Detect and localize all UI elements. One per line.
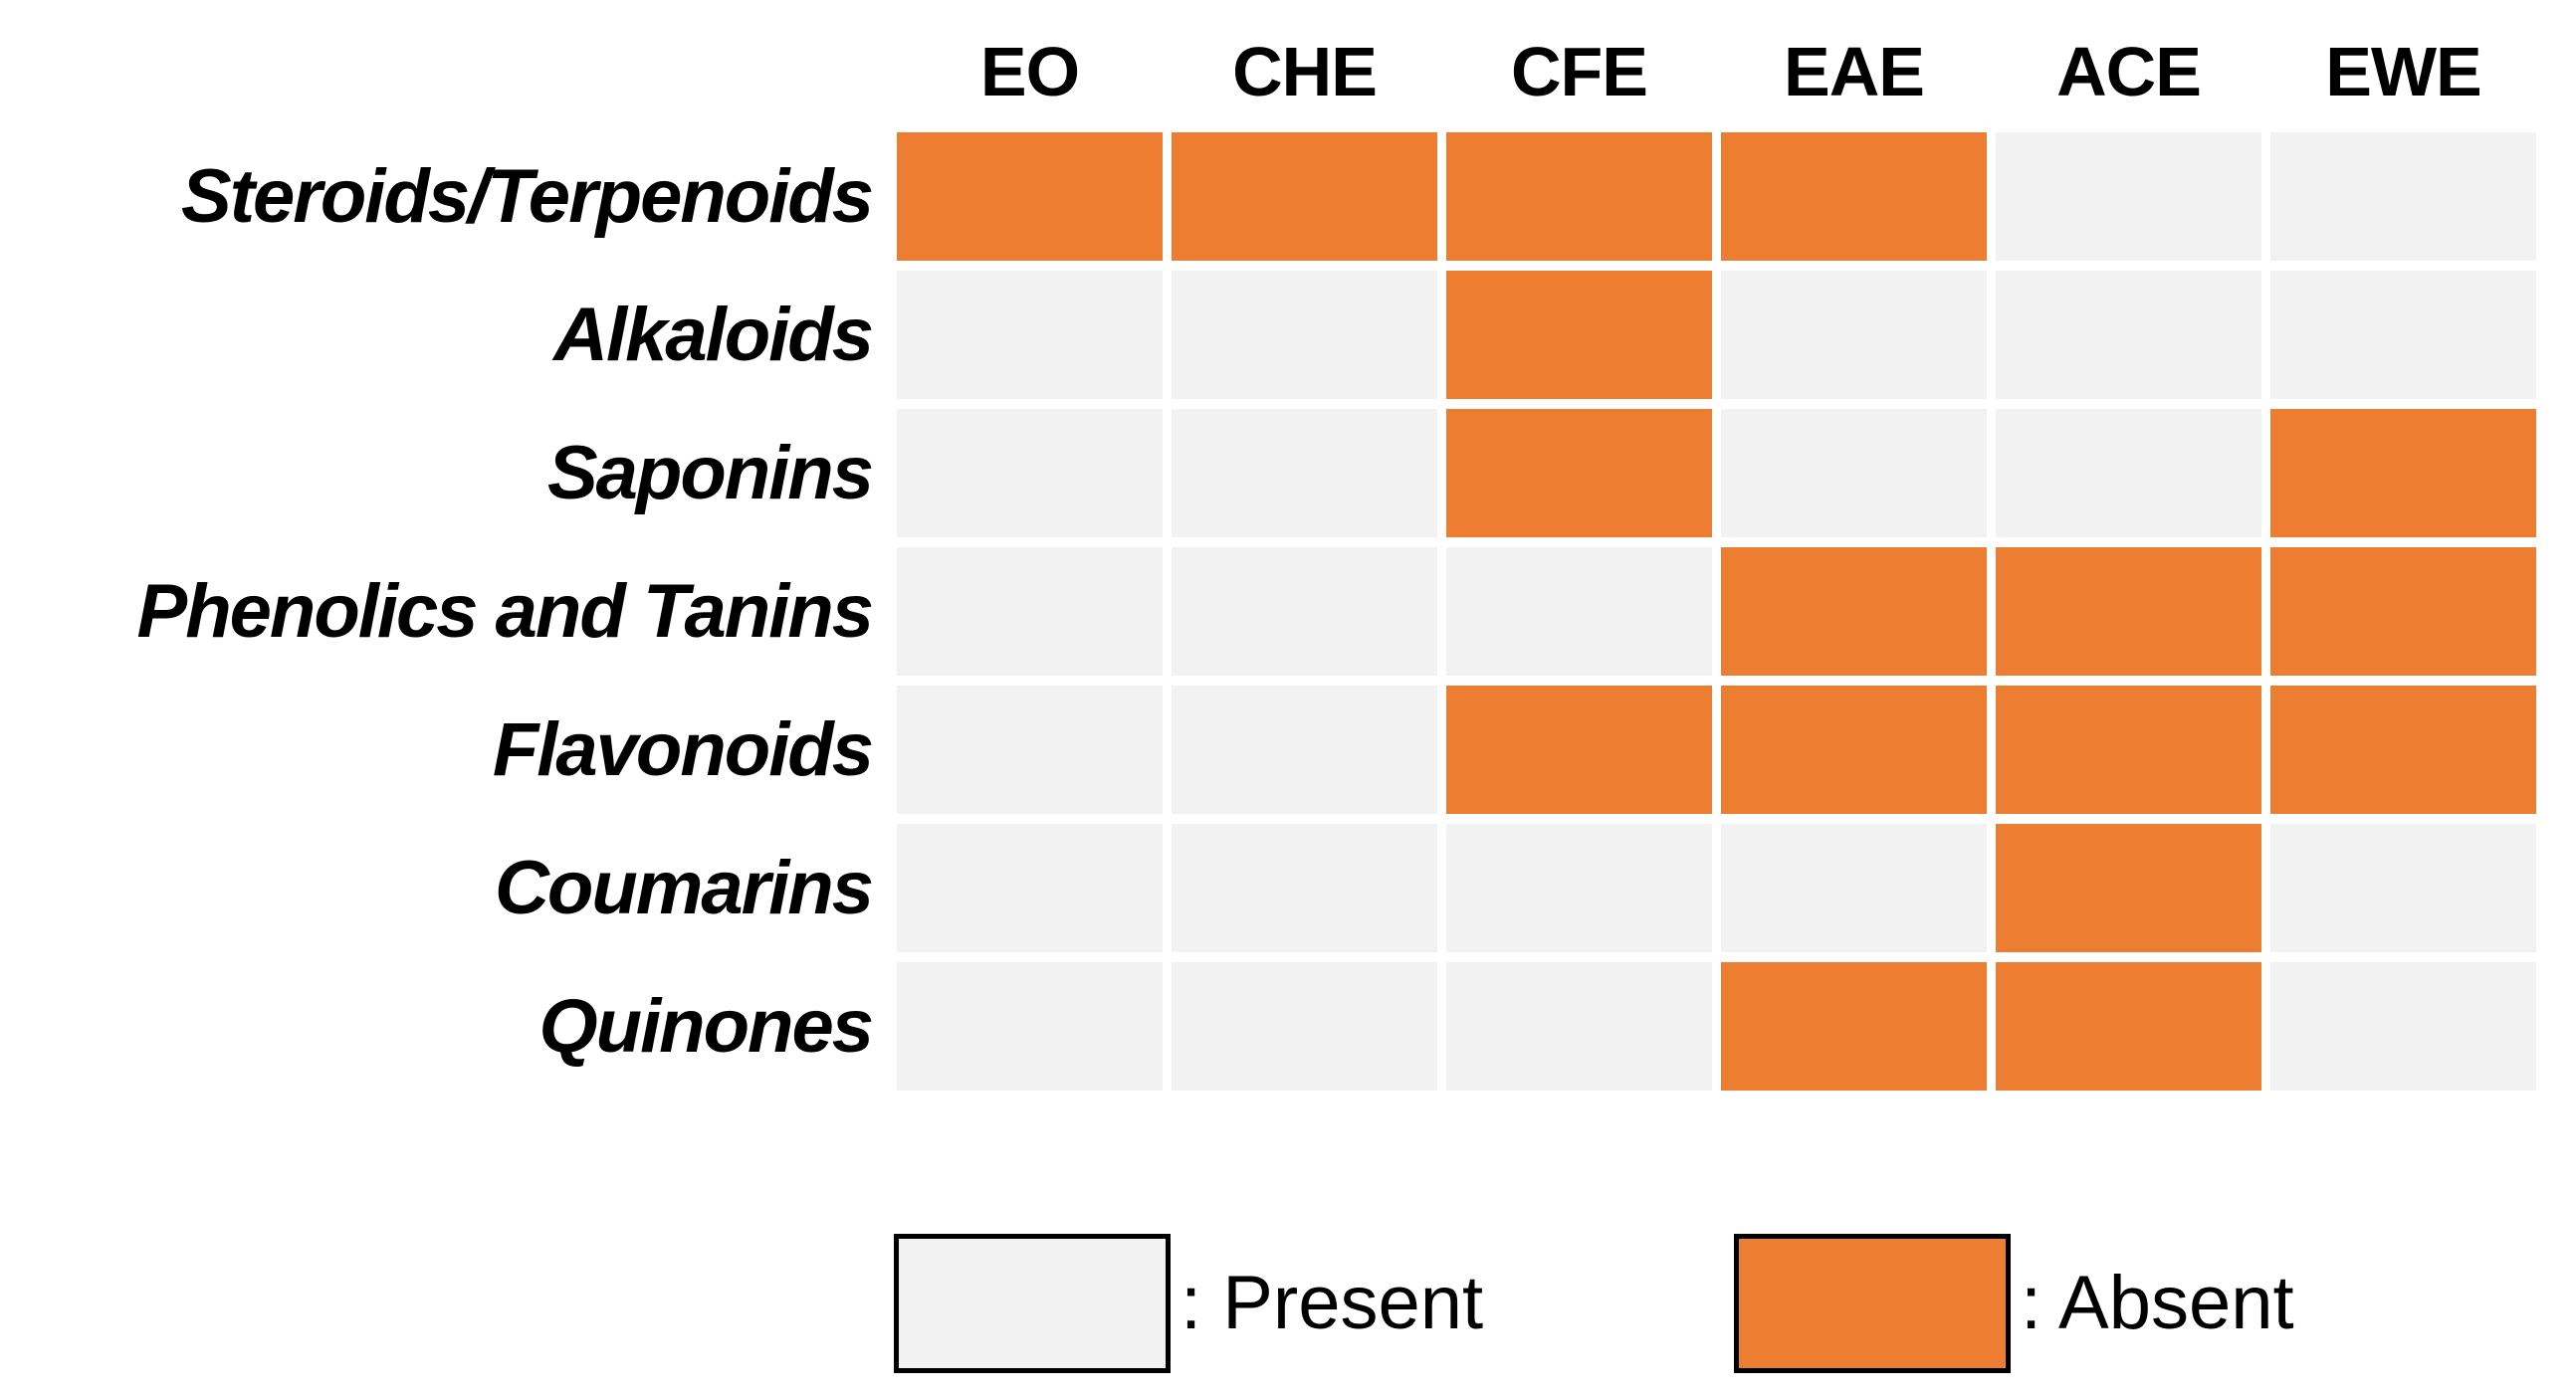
corner-spacer — [0, 0, 888, 122]
matrix-cell — [1446, 547, 1712, 676]
matrix-cell — [1721, 962, 1987, 1091]
matrix-cell — [1172, 547, 1437, 676]
matrix-cell — [1446, 962, 1712, 1091]
matrix-cell — [1996, 824, 2261, 952]
legend-item-present: : Present — [894, 1234, 1483, 1373]
matrix-cell — [1721, 271, 1987, 399]
matrix-grid: EO CHE CFE EAE ACE EWE Steroids/Terpenoids Alka… — [0, 0, 2536, 1091]
matrix-cell — [897, 686, 1163, 814]
matrix-cell — [897, 547, 1163, 676]
matrix-cell — [1172, 132, 1437, 261]
matrix-cell — [2270, 132, 2536, 261]
row-label-quinones: Quinones — [538, 983, 874, 1069]
matrix-cell — [1172, 962, 1437, 1091]
matrix-cell — [1721, 547, 1987, 676]
matrix-cell — [1446, 271, 1712, 399]
matrix-cell — [1172, 271, 1437, 399]
matrix-cell — [1996, 686, 2261, 814]
matrix-cell — [2270, 824, 2536, 952]
matrix-cell — [897, 962, 1163, 1091]
matrix-cell — [1996, 547, 2261, 676]
matrix-cell — [1446, 132, 1712, 261]
matrix-cell — [897, 824, 1163, 952]
matrix-cell — [897, 132, 1163, 261]
row-label-alkaloids: Alkaloids — [553, 292, 874, 377]
column-header-ace: ACE — [2056, 33, 2202, 110]
row-label-phenolics-and-tanins: Phenolics and Tanins — [136, 568, 874, 654]
row-label-coumarins: Coumarins — [495, 845, 874, 930]
row-label-saponins: Saponins — [546, 430, 874, 515]
column-header-cfe: CFE — [1511, 33, 1648, 110]
present-swatch — [894, 1234, 1171, 1373]
row-label-flavonoids: Flavonoids — [492, 706, 874, 792]
matrix-cell — [1172, 409, 1437, 537]
legend-label-absent: : Absent — [2021, 1261, 2294, 1345]
matrix-cell — [1446, 686, 1712, 814]
column-header-che: CHE — [1232, 33, 1378, 110]
matrix-cell — [1172, 686, 1437, 814]
matrix-cell — [1721, 132, 1987, 261]
matrix-cell — [897, 271, 1163, 399]
matrix-cell — [1446, 824, 1712, 952]
matrix-cell — [897, 409, 1163, 537]
matrix-cell — [1172, 824, 1437, 952]
column-header-eae: EAE — [1784, 33, 1925, 110]
matrix-cell — [2270, 547, 2536, 676]
matrix-cell — [1996, 962, 2261, 1091]
matrix-cell — [1996, 271, 2261, 399]
matrix-cell — [1721, 824, 1987, 952]
row-label-steroids-terpenoids: Steroids/Terpenoids — [181, 153, 874, 239]
legend-item-absent: : Absent — [1734, 1234, 2294, 1373]
matrix-cell — [2270, 409, 2536, 537]
matrix-cell — [2270, 962, 2536, 1091]
column-header-eo: EO — [979, 33, 1080, 110]
column-header-ewe: EWE — [2325, 33, 2481, 110]
matrix-cell — [2270, 686, 2536, 814]
absent-swatch — [1734, 1234, 2011, 1373]
matrix-cell — [1996, 409, 2261, 537]
matrix-cell — [2270, 271, 2536, 399]
legend-label-present: : Present — [1181, 1261, 1484, 1345]
matrix-cell — [1996, 132, 2261, 261]
matrix-cell — [1721, 409, 1987, 537]
matrix-cell — [1446, 409, 1712, 537]
matrix-cell — [1721, 686, 1987, 814]
